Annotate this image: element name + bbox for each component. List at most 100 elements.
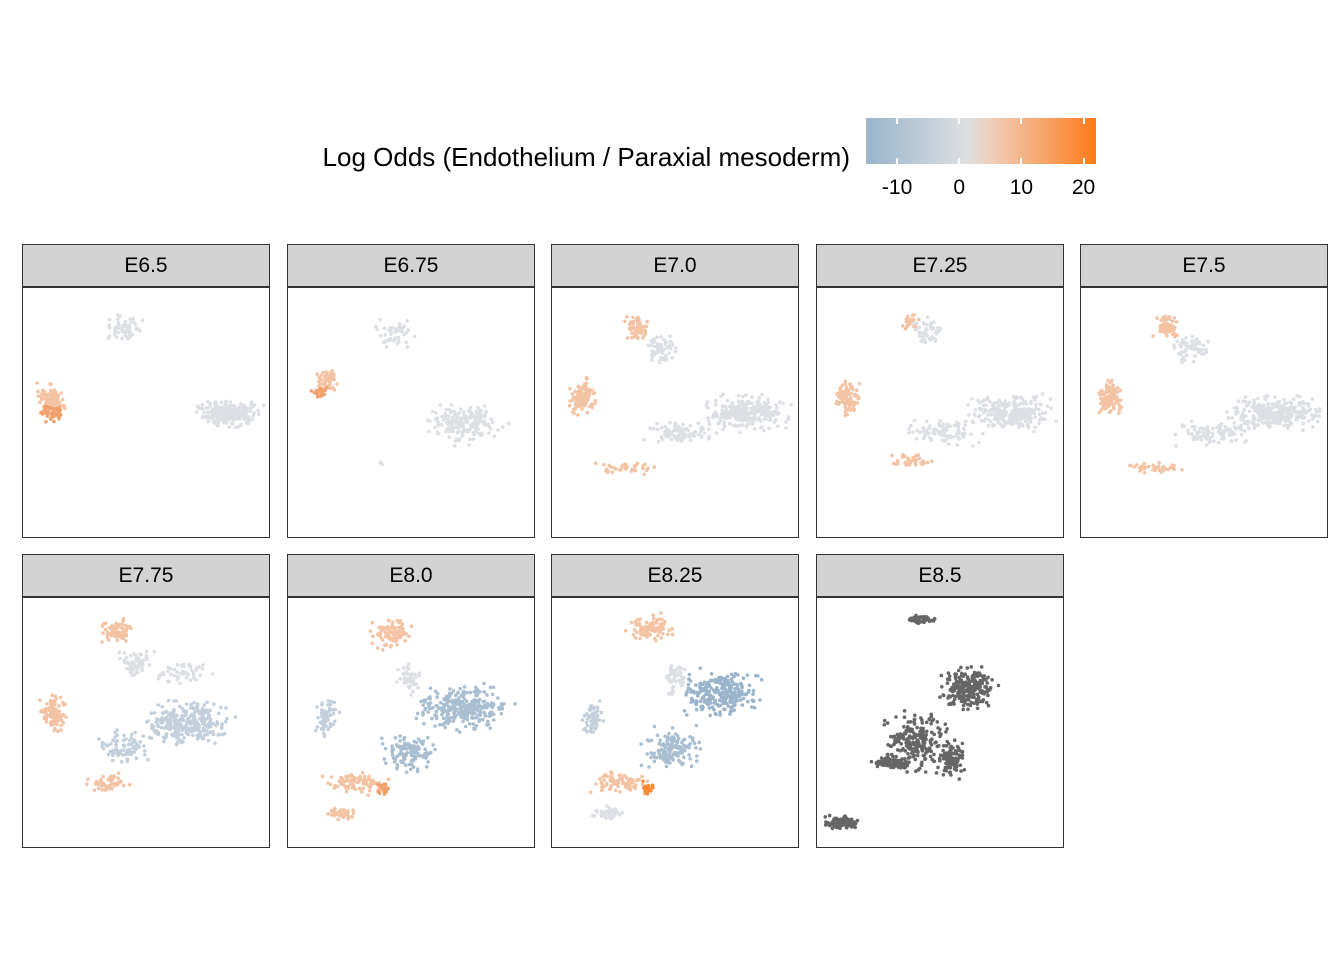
cell-point bbox=[1037, 412, 1042, 416]
cell-point bbox=[45, 713, 49, 718]
cell-point bbox=[693, 430, 698, 434]
cell-point bbox=[472, 698, 476, 702]
cell-point bbox=[781, 401, 785, 406]
facet-panel: E7.0 bbox=[551, 244, 799, 538]
cell-point bbox=[167, 713, 171, 717]
cell-point bbox=[164, 734, 168, 739]
cell-point bbox=[36, 389, 40, 394]
cell-point bbox=[45, 702, 49, 706]
cell-point bbox=[604, 816, 608, 820]
cell-point bbox=[224, 706, 228, 710]
cell-point bbox=[461, 690, 466, 695]
cell-point bbox=[96, 786, 101, 791]
cell-point bbox=[329, 386, 333, 391]
cell-point bbox=[1256, 423, 1260, 427]
cell-point bbox=[1190, 334, 1195, 339]
cell-point bbox=[670, 668, 675, 673]
cell-point bbox=[474, 724, 479, 728]
cell-point bbox=[984, 678, 988, 682]
cell-point bbox=[413, 334, 417, 339]
cell-point bbox=[766, 407, 771, 411]
facet-plot-area bbox=[287, 598, 535, 848]
cell-point bbox=[208, 730, 212, 734]
cell-point bbox=[1285, 410, 1290, 415]
cell-point bbox=[722, 707, 726, 712]
cell-point bbox=[741, 696, 746, 701]
cell-point bbox=[413, 756, 418, 761]
cell-point bbox=[118, 656, 122, 661]
cell-point bbox=[128, 667, 132, 671]
cell-point bbox=[1138, 465, 1142, 470]
cell-point bbox=[122, 744, 127, 748]
cell-point bbox=[1223, 424, 1228, 429]
cell-point bbox=[686, 682, 691, 687]
cell-point bbox=[106, 752, 111, 757]
cell-point bbox=[411, 765, 416, 769]
cell-point bbox=[462, 685, 467, 689]
cell-point bbox=[1279, 407, 1283, 411]
cell-point bbox=[487, 714, 491, 718]
cell-point bbox=[702, 431, 707, 435]
cell-point bbox=[233, 715, 238, 719]
cell-point bbox=[178, 717, 183, 722]
cell-point bbox=[666, 428, 671, 432]
cell-point bbox=[425, 750, 429, 755]
cell-point bbox=[757, 406, 762, 411]
cell-point bbox=[322, 374, 327, 379]
cell-point bbox=[315, 395, 320, 399]
cell-point bbox=[131, 320, 136, 324]
cell-point bbox=[219, 400, 224, 405]
cell-point bbox=[252, 411, 256, 415]
legend-title: Log Odds (Endothelium / Paraxial mesoder… bbox=[322, 142, 850, 172]
cell-point bbox=[650, 783, 655, 788]
cell-point bbox=[391, 638, 396, 643]
cell-point bbox=[639, 742, 643, 746]
cell-point bbox=[160, 716, 164, 720]
cell-point bbox=[836, 402, 841, 406]
cell-point bbox=[914, 436, 919, 441]
cell-point bbox=[115, 739, 119, 743]
cell-point bbox=[694, 707, 699, 712]
cell-point bbox=[1183, 358, 1187, 362]
cell-point bbox=[200, 722, 205, 726]
cell-point bbox=[649, 343, 653, 347]
cell-point bbox=[1029, 401, 1033, 406]
cell-point bbox=[1114, 395, 1119, 399]
cell-point bbox=[723, 682, 728, 686]
cell-point bbox=[1180, 423, 1185, 427]
cell-point bbox=[398, 739, 402, 743]
cell-point bbox=[158, 673, 162, 678]
cell-point bbox=[1185, 344, 1189, 348]
cell-point bbox=[1268, 409, 1273, 414]
cell-point bbox=[206, 708, 211, 713]
cell-point bbox=[631, 633, 636, 637]
cell-point bbox=[678, 670, 683, 675]
cell-point bbox=[167, 679, 171, 684]
cell-point bbox=[744, 393, 748, 397]
cell-point bbox=[609, 465, 613, 469]
cell-point bbox=[251, 413, 256, 418]
cell-point bbox=[844, 385, 849, 389]
cell-point bbox=[1160, 323, 1164, 327]
cell-point bbox=[461, 432, 465, 437]
cell-point bbox=[638, 632, 643, 636]
cell-point bbox=[1246, 419, 1251, 424]
cell-point bbox=[664, 353, 668, 358]
cell-point bbox=[921, 321, 926, 325]
cell-point bbox=[623, 628, 628, 633]
cell-point bbox=[609, 808, 613, 813]
cell-point bbox=[1263, 397, 1268, 401]
cell-point bbox=[1172, 345, 1177, 350]
cell-point bbox=[1222, 434, 1226, 438]
cell-point bbox=[1250, 420, 1254, 425]
cell-point bbox=[415, 711, 420, 716]
cell-point bbox=[114, 628, 118, 633]
cell-point bbox=[404, 340, 408, 345]
cell-point bbox=[768, 418, 772, 423]
cell-point bbox=[930, 459, 934, 464]
cell-point bbox=[1008, 412, 1013, 417]
cell-point bbox=[337, 779, 341, 783]
cell-point bbox=[1250, 405, 1254, 409]
cell-point bbox=[1170, 328, 1174, 332]
cell-point bbox=[220, 723, 224, 728]
